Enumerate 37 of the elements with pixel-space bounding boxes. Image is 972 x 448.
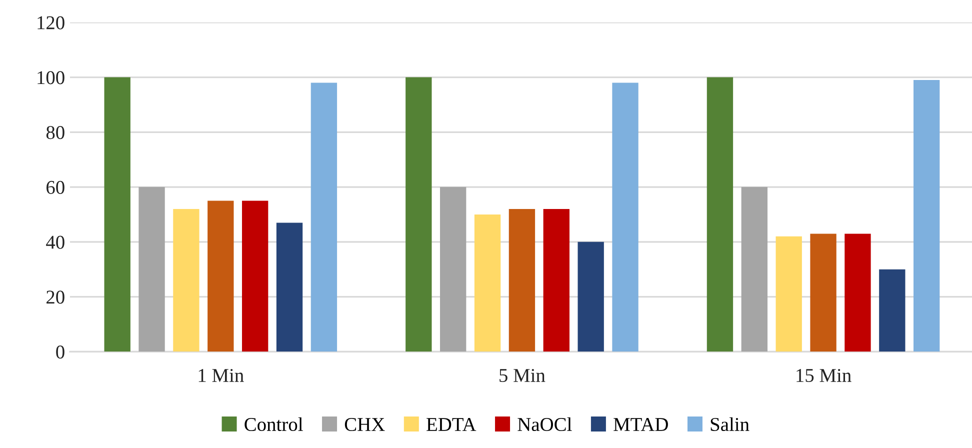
bar — [104, 77, 130, 352]
x-tick-label: 5 Min — [500, 368, 546, 382]
bar — [276, 222, 303, 352]
bar — [578, 242, 604, 352]
y-tick-label: 120 — [38, 16, 64, 30]
legend-label: MTAD — [614, 418, 668, 431]
bar — [173, 208, 200, 352]
legend-label: EDTA — [426, 418, 476, 431]
bar — [543, 208, 570, 352]
bar — [508, 208, 536, 352]
legend-label: Salin — [710, 417, 750, 432]
y-tick-label: 60 — [46, 180, 64, 194]
bar — [810, 234, 836, 352]
bar — [208, 200, 234, 352]
bar — [706, 77, 734, 352]
bar — [741, 187, 768, 352]
bar — [310, 82, 338, 352]
y-tick-label: 0 — [56, 345, 64, 359]
bar — [776, 236, 802, 352]
legend-label: Control — [244, 417, 303, 432]
bar — [612, 82, 638, 352]
legend-label: CHX — [344, 418, 385, 432]
x-tick-label: 1 Min — [198, 368, 244, 382]
bar — [406, 77, 432, 352]
y-tick-label: 20 — [46, 290, 64, 304]
x-tick-label: 15 Min — [796, 368, 852, 382]
y-tick-label: 80 — [46, 126, 64, 140]
y-tick-label: 100 — [38, 71, 64, 84]
y-tick-label: 40 — [46, 236, 64, 249]
legend-label: NaOCl — [518, 417, 572, 432]
bar — [440, 187, 466, 352]
bar — [474, 214, 501, 352]
bar — [138, 187, 165, 352]
bar — [844, 234, 871, 352]
bar — [879, 269, 906, 352]
bar — [914, 80, 940, 352]
bar — [242, 200, 268, 352]
